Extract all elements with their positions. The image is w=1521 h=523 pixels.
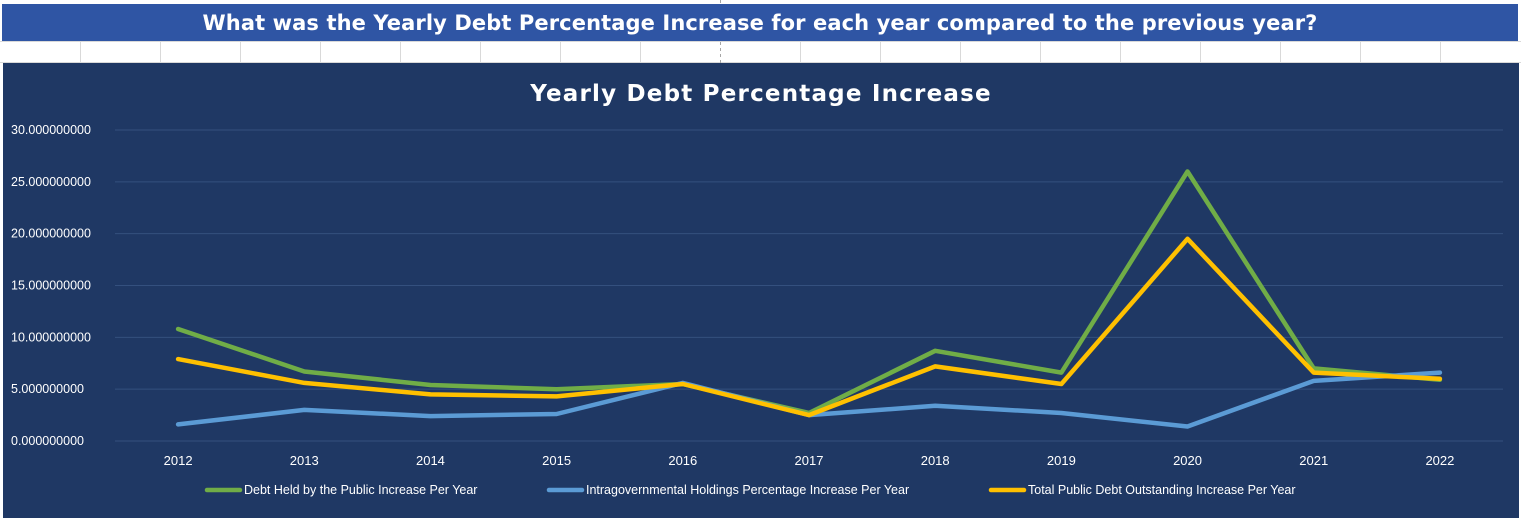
series-line-3 (178, 239, 1440, 415)
legend-label-1: Debt Held by the Public Increase Per Yea… (244, 483, 477, 497)
x-tick-label: 2014 (416, 453, 445, 468)
y-tick-label: 30.000000000 (11, 123, 91, 137)
legend-label-2: Intragovernmental Holdings Percentage In… (586, 483, 909, 497)
x-tick-label: 2017 (795, 453, 824, 468)
legend-label-3: Total Public Debt Outstanding Increase P… (1028, 483, 1296, 497)
series-line-1 (178, 172, 1440, 414)
x-tick-label: 2012 (164, 453, 193, 468)
x-tick-label: 2015 (542, 453, 571, 468)
y-tick-label: 25.000000000 (11, 175, 91, 189)
x-tick-label: 2021 (1299, 453, 1328, 468)
x-tick-label: 2022 (1425, 453, 1454, 468)
line-chart: 0.000000000 5.000000000 10.000000000 15.000… (3, 63, 1519, 518)
series-line-2 (178, 373, 1440, 427)
question-banner: What was the Yearly Debt Percentage Incr… (2, 4, 1518, 41)
question-text: What was the Yearly Debt Percentage Incr… (203, 11, 1318, 35)
x-tick-label: 2016 (668, 453, 697, 468)
y-tick-label: 5.000000000 (11, 382, 84, 396)
x-tick-label: 2013 (290, 453, 319, 468)
x-tick-label: 2020 (1173, 453, 1202, 468)
chart-title: Yearly Debt Percentage Increase (3, 81, 1519, 107)
x-tick-label: 2019 (1047, 453, 1076, 468)
y-tick-label: 10.000000000 (11, 330, 91, 344)
x-tick-label: 2018 (921, 453, 950, 468)
y-tick-label: 0.000000000 (11, 434, 84, 448)
y-tick-label: 15.000000000 (11, 279, 91, 293)
y-tick-label: 20.000000000 (11, 227, 91, 241)
chart-area[interactable]: Yearly Debt Percentage Increase 0.000000… (3, 63, 1519, 518)
